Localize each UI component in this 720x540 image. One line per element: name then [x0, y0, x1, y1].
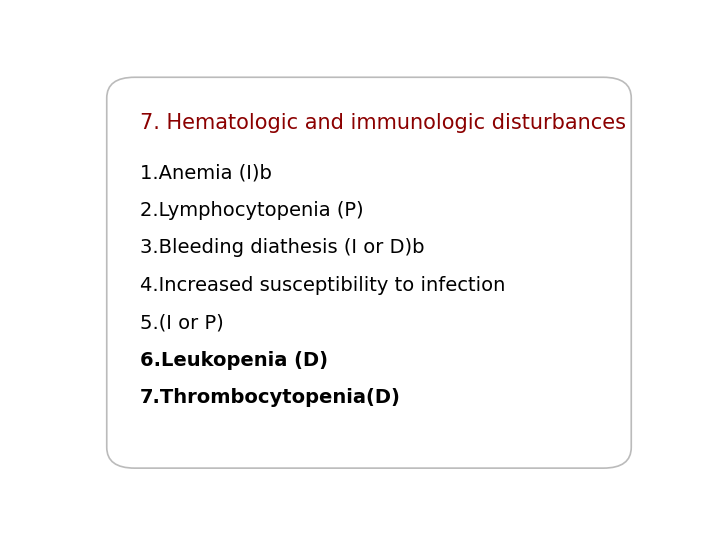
Text: 1.Anemia (I)b: 1.Anemia (I)b [140, 164, 272, 183]
Text: 6.Leukopenia (D): 6.Leukopenia (D) [140, 350, 328, 369]
Text: 7.Thrombocytopenia(D): 7.Thrombocytopenia(D) [140, 388, 401, 407]
Text: 4.Increased susceptibility to infection: 4.Increased susceptibility to infection [140, 276, 505, 295]
Text: 5.(I or P): 5.(I or P) [140, 313, 224, 332]
FancyBboxPatch shape [107, 77, 631, 468]
Text: 7. Hematologic and immunologic disturbances: 7. Hematologic and immunologic disturban… [140, 113, 626, 133]
Text: 3.Bleeding diathesis (I or D)b: 3.Bleeding diathesis (I or D)b [140, 238, 425, 257]
Text: 2.Lymphocytopenia (P): 2.Lymphocytopenia (P) [140, 201, 364, 220]
